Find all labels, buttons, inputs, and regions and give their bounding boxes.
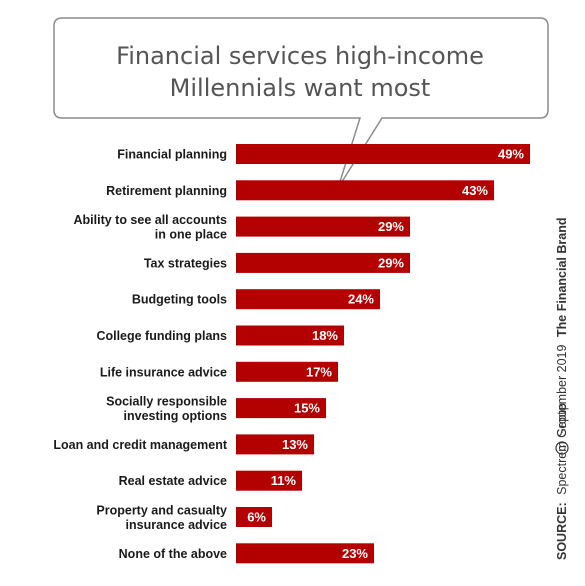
value-label-0: 49% [498, 147, 524, 162]
bar-6 [236, 361, 338, 382]
category-label-0: Financial planning [117, 148, 227, 162]
copyright-icon: C [555, 441, 569, 455]
category-label-line: investing options [124, 409, 228, 423]
category-label-line: Loan and credit management [53, 438, 227, 452]
bar-4 [236, 289, 380, 310]
category-label-3: Tax strategies [144, 256, 227, 270]
value-label-7: 15% [294, 401, 320, 416]
category-label-10: Property and casualty insurance advice [96, 503, 227, 532]
value-label-6: 17% [306, 364, 332, 379]
source-brand: The Financial Brand [555, 218, 569, 337]
category-label-4: Budgeting tools [132, 293, 227, 307]
bar-2 [236, 216, 410, 237]
category-label-line: Retirement planning [106, 184, 227, 198]
bar-0 [236, 144, 530, 164]
category-label-line: Real estate advice [119, 474, 227, 488]
bars-layer [236, 144, 530, 564]
category-label-7: Socially responsible investing options [106, 394, 227, 423]
value-label-1: 43% [462, 183, 488, 198]
category-label-8: Loan and credit management [53, 438, 227, 452]
value-label-10: 6% [247, 510, 266, 525]
bar-1 [236, 180, 494, 201]
category-label-line: Ability to see all accounts [73, 213, 227, 227]
bar-10 [236, 507, 272, 527]
source-label: SOURCE: [555, 502, 569, 560]
category-label-6: Life insurance advice [100, 365, 227, 379]
category-label-line: Life insurance advice [100, 365, 227, 379]
value-label-2: 29% [378, 219, 404, 234]
source-date: September 2019 [555, 345, 569, 437]
bar-7 [236, 398, 326, 419]
value-label-11: 23% [342, 546, 368, 561]
category-label-line: insurance advice [126, 518, 227, 532]
source-credit: SOURCE: Spectrem Group C September 2019 … [555, 218, 569, 560]
category-label-line: Property and casualty [96, 503, 227, 517]
category-labels: Financial planning Retirement planning Abi… [53, 148, 227, 561]
chart-title-line-1: Financial services high-income [116, 42, 484, 70]
category-label-line: College funding plans [96, 329, 227, 343]
value-label-4: 24% [348, 292, 374, 307]
svg-text:SOURCE: Spectrem Group: SOURCE: Spectrem Group [555, 403, 569, 560]
value-label-8: 13% [282, 437, 308, 452]
category-label-line: Financial planning [117, 148, 227, 162]
value-label-9: 11% [271, 473, 297, 488]
category-label-line: Socially responsible [106, 394, 227, 408]
category-label-line: in one place [155, 227, 227, 241]
bar-5 [236, 325, 344, 346]
value-label-3: 29% [378, 255, 404, 270]
category-label-line: Budgeting tools [132, 293, 227, 307]
category-label-1: Retirement planning [106, 184, 227, 198]
bar-3 [236, 252, 410, 273]
category-label-9: Real estate advice [119, 474, 227, 488]
bar-11 [236, 543, 374, 564]
svg-text:C: C [558, 444, 568, 451]
category-label-2: Ability to see all accounts in one place [73, 213, 227, 242]
chart-title-line-2: Millennials want most [170, 74, 431, 102]
bar-9 [236, 470, 302, 491]
category-label-5: College funding plans [96, 329, 227, 343]
source-org: Spectrem Group [555, 403, 569, 495]
value-label-5: 18% [312, 328, 338, 343]
category-label-11: None of the above [119, 547, 227, 561]
bar-8 [236, 434, 314, 455]
value-labels: 49% 43% 29% 29% 24% 18% 17% 15% 13% 11% 6% 23% [247, 147, 524, 561]
category-label-line: None of the above [119, 547, 227, 561]
category-label-line: Tax strategies [144, 256, 227, 270]
